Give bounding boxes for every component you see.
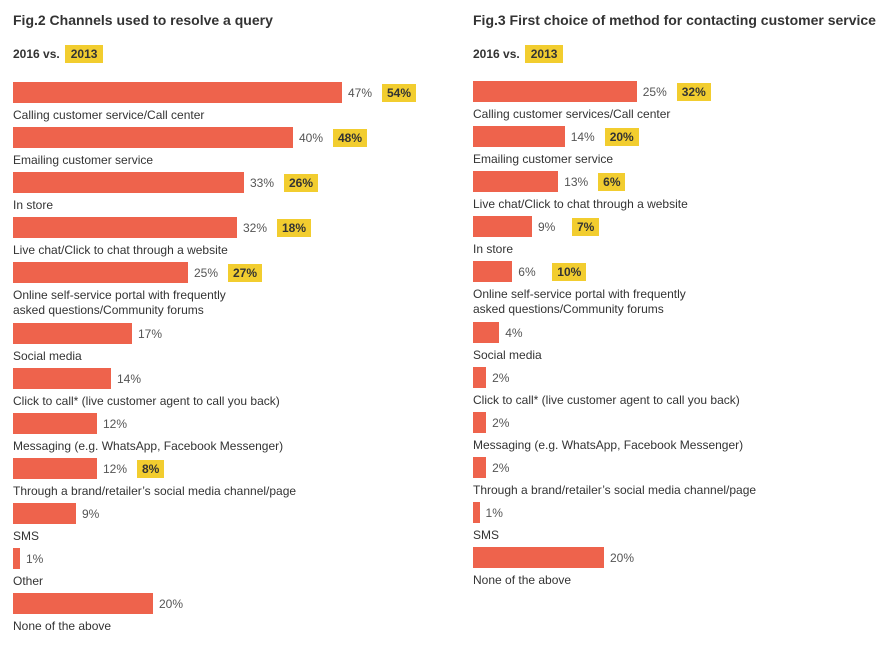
category-label: Emailing customer service xyxy=(473,152,614,166)
value-label-2013: 26% xyxy=(284,174,319,192)
value-label-2016: 33% xyxy=(250,176,275,190)
category-label: Click to call* (live customer agent to c… xyxy=(13,394,280,408)
value-label-2016: 1% xyxy=(26,552,44,566)
bar-2016 xyxy=(473,126,565,147)
bar-2016 xyxy=(473,547,604,568)
bar-2016 xyxy=(13,323,132,344)
category-label: Through a brand/retailer’s social media … xyxy=(473,483,757,497)
category-label: Calling customer services/Call center xyxy=(473,107,671,121)
value-label-2013: 48% xyxy=(333,129,368,147)
category-label: SMS xyxy=(13,529,40,543)
category-label: Social media xyxy=(13,349,82,363)
value-label-2016: 2% xyxy=(492,416,510,430)
category-label: Online self-service portal with frequent… xyxy=(13,288,226,317)
category-label: Calling customer service/Call center xyxy=(13,108,205,122)
category-label: Messaging (e.g. WhatsApp, Facebook Messe… xyxy=(473,438,744,452)
category-label: Live chat/Click to chat through a websit… xyxy=(13,243,228,257)
bar-2016 xyxy=(473,412,487,433)
category-label: In store xyxy=(13,198,54,212)
value-label-2016: 25% xyxy=(194,266,219,280)
bar-2016 xyxy=(473,171,559,192)
chart-title: Fig.3 First choice of method for contact… xyxy=(473,12,876,28)
value-label-2016: 20% xyxy=(610,551,635,565)
value-label-2016: 9% xyxy=(537,220,556,234)
bar-2016 xyxy=(473,81,637,102)
value-label-2016: 14% xyxy=(570,130,595,144)
legend-current-year: 2016 vs. xyxy=(473,47,520,61)
fig3-panel: Fig.3 First choice of method for contact… xyxy=(460,0,876,652)
category-label: Live chat/Click to chat through a websit… xyxy=(473,197,688,211)
bar-2016 xyxy=(13,458,97,479)
fig2-panel: Fig.2 Channels used to resolve a query 2… xyxy=(13,12,417,633)
bar-2016 xyxy=(13,172,244,193)
value-label-2016: 9% xyxy=(82,507,100,521)
value-label-2016: 20% xyxy=(159,597,184,611)
bar-2016 xyxy=(13,368,111,389)
category-label: Emailing customer service xyxy=(13,153,154,167)
value-label-2016: 17% xyxy=(138,327,163,341)
bar-2016 xyxy=(13,262,188,283)
value-label-2016: 14% xyxy=(117,372,142,386)
value-label-2013: 32% xyxy=(676,83,711,101)
bar-2016 xyxy=(473,502,480,523)
value-label-2016: 2% xyxy=(492,461,510,475)
value-label-2013: 7% xyxy=(571,218,600,236)
bar-2016 xyxy=(13,503,76,524)
comparison-legend: 2016 vs. 2013 xyxy=(473,45,564,63)
category-label: None of the above xyxy=(13,619,112,633)
legend-previous-year: 2013 xyxy=(64,45,104,63)
value-label-2016: 12% xyxy=(103,417,128,431)
category-label: Social media xyxy=(473,348,542,362)
category-label: In store xyxy=(473,242,514,256)
bar-2016 xyxy=(473,322,500,343)
bar-2016 xyxy=(473,457,487,478)
category-label: None of the above xyxy=(473,573,572,587)
value-label-2016: 13% xyxy=(564,175,589,189)
bar-2016 xyxy=(13,217,237,238)
category-label: Other xyxy=(13,574,44,588)
value-label-2016: 1% xyxy=(485,506,503,520)
value-label-2013: 8% xyxy=(137,460,165,478)
value-label-2016: 47% xyxy=(348,86,373,100)
category-label: Click to call* (live customer agent to c… xyxy=(473,393,740,407)
value-label-2016: 32% xyxy=(243,221,268,235)
value-label-2016: 25% xyxy=(642,85,667,99)
value-label-2016: 12% xyxy=(103,462,128,476)
chart-title: Fig.2 Channels used to resolve a query xyxy=(13,12,273,28)
bar-2016 xyxy=(473,216,532,237)
value-label-2013: 18% xyxy=(277,219,312,237)
value-label-2013: 6% xyxy=(598,173,626,191)
category-label: SMS xyxy=(473,528,500,542)
category-label: Online self-service portal with frequent… xyxy=(473,287,686,316)
value-label-2016: 2% xyxy=(492,371,510,385)
value-label-2013: 20% xyxy=(604,128,639,146)
legend-current-year: 2016 vs. xyxy=(13,47,60,61)
bar-2016 xyxy=(13,413,97,434)
bar-2016 xyxy=(13,593,153,614)
value-label-2016: 4% xyxy=(505,326,523,340)
comparison-legend: 2016 vs. 2013 xyxy=(13,45,104,63)
bar-2016 xyxy=(13,82,342,103)
value-label-2013: 10% xyxy=(552,263,587,281)
value-label-2013: 27% xyxy=(228,264,263,282)
bar-2016 xyxy=(473,367,487,388)
value-label-2016: 40% xyxy=(299,131,324,145)
bar-2016 xyxy=(13,127,293,148)
category-label: Messaging (e.g. WhatsApp, Facebook Messe… xyxy=(13,439,284,453)
bar-2016 xyxy=(473,261,513,282)
value-label-2016: 6% xyxy=(518,265,536,279)
category-label: Through a brand/retailer’s social media … xyxy=(13,484,297,498)
value-label-2013: 54% xyxy=(382,84,417,102)
bar-2016 xyxy=(13,548,20,569)
legend-previous-year: 2013 xyxy=(524,45,564,63)
